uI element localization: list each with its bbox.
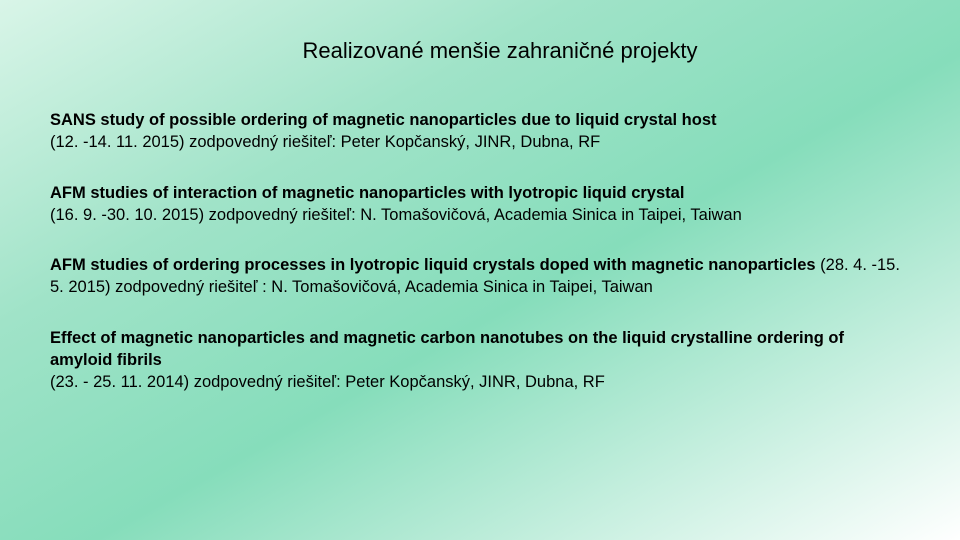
project-heading: SANS study of possible ordering of magne…: [50, 111, 717, 129]
project-detail: (12. -14. 11. 2015) zodpovedný riešiteľ:…: [50, 133, 600, 151]
project-detail: (23. - 25. 11. 2014) zodpovedný riešiteľ…: [50, 373, 605, 391]
project-heading: AFM studies of ordering processes in lyo…: [50, 256, 816, 274]
project-item: SANS study of possible ordering of magne…: [50, 109, 910, 154]
project-heading: AFM studies of interaction of magnetic n…: [50, 184, 684, 202]
slide: Realizované menšie zahraničné projekty S…: [0, 0, 960, 540]
slide-content: SANS study of possible ordering of magne…: [0, 64, 960, 393]
project-item: AFM studies of ordering processes in lyo…: [50, 254, 910, 299]
project-heading: Effect of magnetic nanoparticles and mag…: [50, 329, 844, 369]
project-item: AFM studies of interaction of magnetic n…: [50, 182, 910, 227]
slide-title: Realizované menšie zahraničné projekty: [40, 0, 960, 64]
project-item: Effect of magnetic nanoparticles and mag…: [50, 327, 910, 394]
project-detail: (16. 9. -30. 10. 2015) zodpovedný riešit…: [50, 206, 742, 224]
